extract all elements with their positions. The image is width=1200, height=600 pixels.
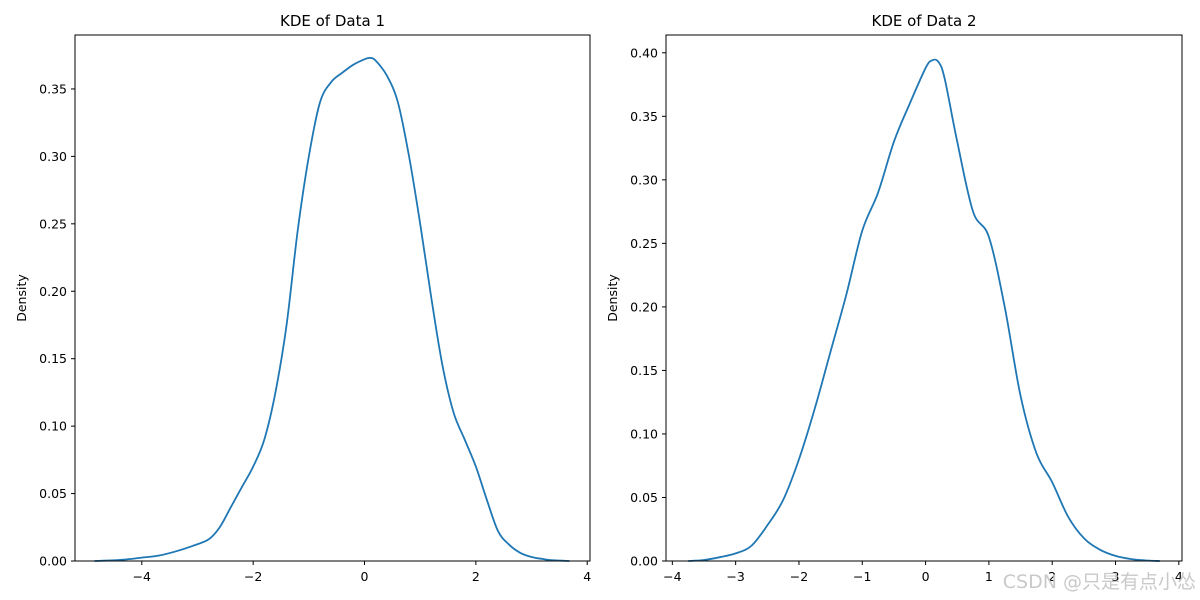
y-tick-label: 0.05 <box>630 490 658 505</box>
axes-frame <box>665 34 1183 562</box>
kde-curve <box>94 56 570 562</box>
x-tick-label: −4 <box>663 569 681 584</box>
x-tick-label: 2 <box>472 569 480 584</box>
y-tick-label: 0.15 <box>39 351 67 366</box>
x-tick-label: 4 <box>583 569 591 584</box>
y-tick-label: 0.00 <box>39 554 67 569</box>
axes-frame <box>74 34 591 562</box>
x-tick-label: −4 <box>133 569 151 584</box>
y-tick-label: 0.05 <box>39 486 67 501</box>
y-tick-label: 0.20 <box>630 299 658 314</box>
watermark: CSDN @只是有点小怂 <box>1003 571 1196 593</box>
chart-title: KDE of Data 2 <box>872 12 977 30</box>
x-tick-label: 1 <box>985 569 993 584</box>
x-tick-label: −2 <box>244 569 262 584</box>
x-tick-label: 4 <box>1175 569 1183 584</box>
y-tick-label: 0.15 <box>630 363 658 378</box>
y-tick-label: 0.10 <box>39 419 67 434</box>
x-tick-label: 3 <box>1112 569 1120 584</box>
y-axis-label: Density <box>605 274 620 322</box>
y-tick-label: 0.35 <box>630 109 658 124</box>
y-tick-label: 0.25 <box>39 216 67 231</box>
y-tick-label: 0.25 <box>630 236 658 251</box>
x-tick-label: −1 <box>853 569 871 584</box>
x-tick-label: 0 <box>922 569 930 584</box>
x-tick-label: −2 <box>790 569 808 584</box>
subplot-data-2: KDE of Data 2 Density 0.00 0.05 0.10 0.15 0.20… <box>605 12 1183 584</box>
y-tick-label: 0.10 <box>630 426 658 441</box>
y-tick-label: 0.30 <box>39 149 67 164</box>
chart-title: KDE of Data 1 <box>280 12 385 30</box>
x-tick-label: 2 <box>1048 569 1056 584</box>
y-tick-label: 0.30 <box>630 172 658 187</box>
y-tick-label: 0.35 <box>39 81 67 96</box>
y-tick-label: 0.20 <box>39 284 67 299</box>
y-axis-label: Density <box>14 274 29 322</box>
x-tick-label: −3 <box>726 569 744 584</box>
x-tick-label: 0 <box>361 569 369 584</box>
subplot-data-1: KDE of Data 1 Density 0.00 0.05 0.10 0.15 0.20… <box>14 12 591 584</box>
y-tick-label: 0.40 <box>630 45 658 60</box>
kde-curve <box>688 58 1160 562</box>
y-tick-label: 0.00 <box>630 554 658 569</box>
